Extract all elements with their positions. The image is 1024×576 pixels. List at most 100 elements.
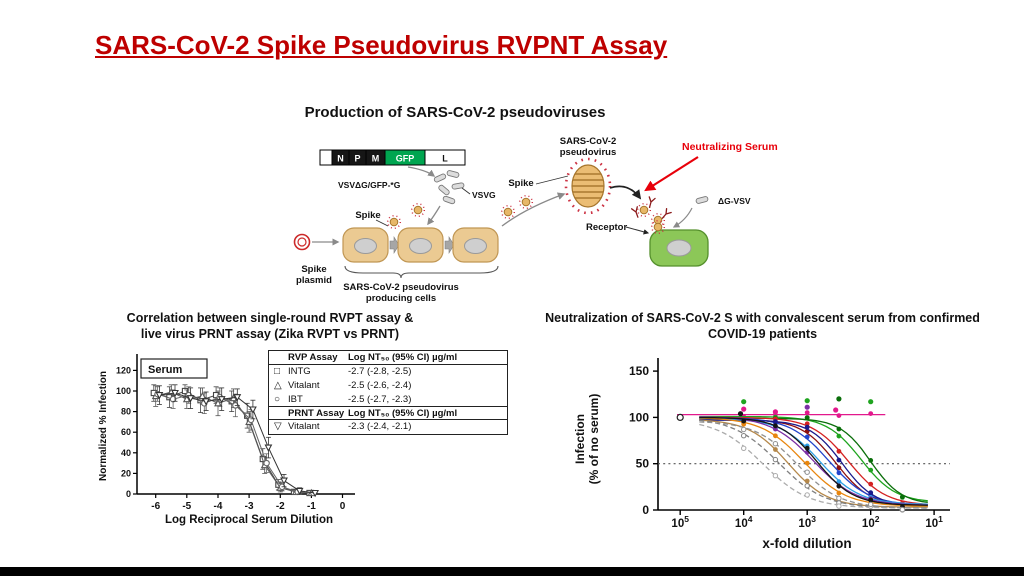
neutralizing-serum-label: Neutralizing Serum — [682, 141, 778, 153]
assay-table-header-row: RVP Assay Log NT₅₀ (95% CI) µg/ml — [269, 351, 507, 365]
svg-text:-3: -3 — [245, 501, 254, 512]
neutralization-curve — [699, 416, 928, 506]
assay-name: IBT — [288, 393, 303, 405]
svg-text:105: 105 — [671, 514, 689, 530]
neutralizing-serum-arrow — [644, 156, 699, 192]
arrow-cell2-to-cell3 — [444, 235, 455, 255]
svg-text:0: 0 — [126, 489, 131, 499]
right-chart-xlabel: x-fold dilution — [762, 536, 851, 551]
assay-value: -2.7 (-2.8, -2.5) — [348, 366, 412, 378]
svg-text:150: 150 — [629, 364, 649, 378]
vsv-particle-cluster-icon — [433, 169, 465, 205]
arrow-particles-to-cells — [427, 205, 441, 226]
svg-text:Infection: Infection — [573, 414, 587, 464]
nt50-results-table: RVP Assay Log NT₅₀ (95% CI) µg/ml □ INTG -2.… — [268, 350, 508, 435]
left-chart-ylabel: Normalized % Infection — [98, 371, 109, 481]
assay-name: PRNT Assay — [288, 407, 345, 419]
genome-segment-m: M — [372, 154, 380, 164]
assay-value: Log NT₅₀ (95% CI) µg/ml — [348, 351, 458, 363]
right-panel-title: Neutralization of SARS-CoV-2 S with conv… — [535, 311, 990, 342]
svg-text:-5: -5 — [182, 501, 191, 512]
svg-text:0: 0 — [642, 503, 649, 517]
genome-segment-p: P — [354, 154, 360, 164]
svg-text:101: 101 — [925, 514, 943, 530]
svg-text:Serum: Serum — [148, 364, 182, 376]
assay-name: RVP Assay — [288, 351, 338, 363]
left-panel-title-line1: Correlation between single-round RVPT as… — [126, 311, 414, 325]
svg-text:120: 120 — [116, 365, 131, 375]
left-chart-axes: 0 20 40 60 80 100 120 -6 -5 -4 -3 -2 -1 0 — [116, 354, 355, 512]
svg-text:80: 80 — [121, 407, 131, 417]
producing-cells-brace — [344, 265, 499, 279]
svg-text:20: 20 — [121, 468, 131, 478]
assay-table-header-row: PRNT Assay Log NT₅₀ (95% CI) µg/ml — [269, 406, 507, 420]
right-panel-title-line1: Neutralization of SARS-CoV-2 S with conv… — [545, 311, 980, 325]
pseudovirus-label-2: pseudovirus — [560, 147, 617, 158]
assay-name: Vitalant — [288, 421, 320, 433]
arrow-cells-to-pseudovirus — [501, 192, 566, 227]
producing-cells-label-2: producing cells — [366, 293, 436, 304]
budding-pseudovirus-icons — [386, 194, 534, 230]
pseudovirus-label-1: SARS-CoV-2 — [560, 136, 616, 147]
receptor-pointer-arrow — [625, 226, 650, 235]
right-panel-title-line2: COVID-19 patients — [707, 326, 818, 341]
spike-plasmid-label-2: plasmid — [296, 275, 332, 286]
arrow-to-target-cell — [672, 207, 693, 228]
producing-cells-label-1: SARS-CoV-2 pseudovirus — [343, 282, 459, 293]
producer-cell-3 — [452, 227, 499, 263]
series-marker-symbol: △ — [274, 379, 282, 391]
spike-plasmid-icon — [293, 233, 311, 251]
assay-table-row: △ Vitalant -2.5 (-2.6, -2.4) — [269, 379, 507, 393]
series-triangle-down — [155, 384, 320, 498]
svg-text:104: 104 — [735, 514, 753, 530]
vsvg-label: VSVG — [472, 190, 496, 200]
right-chart-axes: 0 50 100 150 105 104 103 102 101 — [629, 358, 950, 530]
assay-name: INTG — [288, 366, 311, 378]
neutralization-curve — [699, 421, 928, 509]
series-marker-symbol: ▽ — [274, 421, 282, 433]
neutralized-pseudovirus-icons — [630, 196, 672, 228]
svg-text:40: 40 — [121, 448, 131, 458]
genome-segment-l: L — [442, 154, 448, 164]
spike-label-pseudovirus: Spike — [508, 178, 533, 189]
assay-table-row: □ INTG -2.7 (-2.8, -2.5) — [269, 365, 507, 379]
neutralization-curves-chart: 0 50 100 150 105 104 103 102 101 Infection (% of n… — [573, 358, 950, 551]
assay-value: -2.5 (-2.7, -2.3) — [348, 393, 412, 405]
svg-text:-6: -6 — [151, 501, 160, 512]
neutralization-curve — [699, 415, 928, 502]
left-panel-title: Correlation between single-round RVPT as… — [100, 311, 440, 342]
svg-text:(% of no serum): (% of no serum) — [587, 394, 601, 485]
spike-pointer-line — [375, 219, 389, 227]
assay-table-row: ▽ Vitalant -2.3 (-2.4, -2.1) — [269, 420, 507, 434]
series-marker-symbol: □ — [274, 366, 281, 378]
svg-text:100: 100 — [629, 410, 649, 424]
arrow-construct-to-particles — [407, 166, 436, 177]
svg-text:103: 103 — [798, 514, 816, 530]
svg-text:-1: -1 — [307, 501, 316, 512]
svg-text:-4: -4 — [214, 501, 223, 512]
arrow-pseudovirus-to-serum — [609, 185, 642, 200]
sars-cov-2-pseudovirus-icon — [564, 157, 612, 215]
vsv-genome-construct: N P M GFP L — [319, 149, 466, 166]
assay-table-row: ○ IBT -2.5 (-2.7, -2.3) — [269, 392, 507, 406]
neutralization-curve — [699, 417, 928, 507]
vsvg-pointer-line — [461, 187, 471, 195]
svg-text:102: 102 — [862, 514, 880, 530]
assay-value: -2.5 (-2.6, -2.4) — [348, 379, 412, 391]
neutralization-curve — [699, 419, 928, 507]
genome-segment-gfp: GFP — [396, 154, 415, 164]
series-marker-symbol: ○ — [274, 393, 281, 405]
assay-value: Log NT₅₀ (95% CI) µg/ml — [348, 407, 458, 419]
left-panel-title-line2: live virus PRNT assay (Zika RVPT vs PRNT… — [140, 326, 400, 341]
svg-text:100: 100 — [116, 386, 131, 396]
receptor-label: Receptor — [586, 222, 627, 233]
left-chart-xlabel: Log Reciprocal Serum Dilution — [165, 514, 333, 526]
svg-text:50: 50 — [636, 457, 650, 471]
production-heading: Production of SARS-CoV-2 pseudoviruses — [304, 104, 606, 121]
assay-value: -2.3 (-2.4, -2.1) — [348, 421, 412, 433]
slide-bottom-border — [0, 567, 1024, 576]
producer-cell-2 — [397, 227, 444, 263]
dg-vsv-label: ΔG-VSV — [718, 196, 751, 206]
vsv-construct-label: VSVΔG/GFP-*G — [338, 180, 401, 190]
